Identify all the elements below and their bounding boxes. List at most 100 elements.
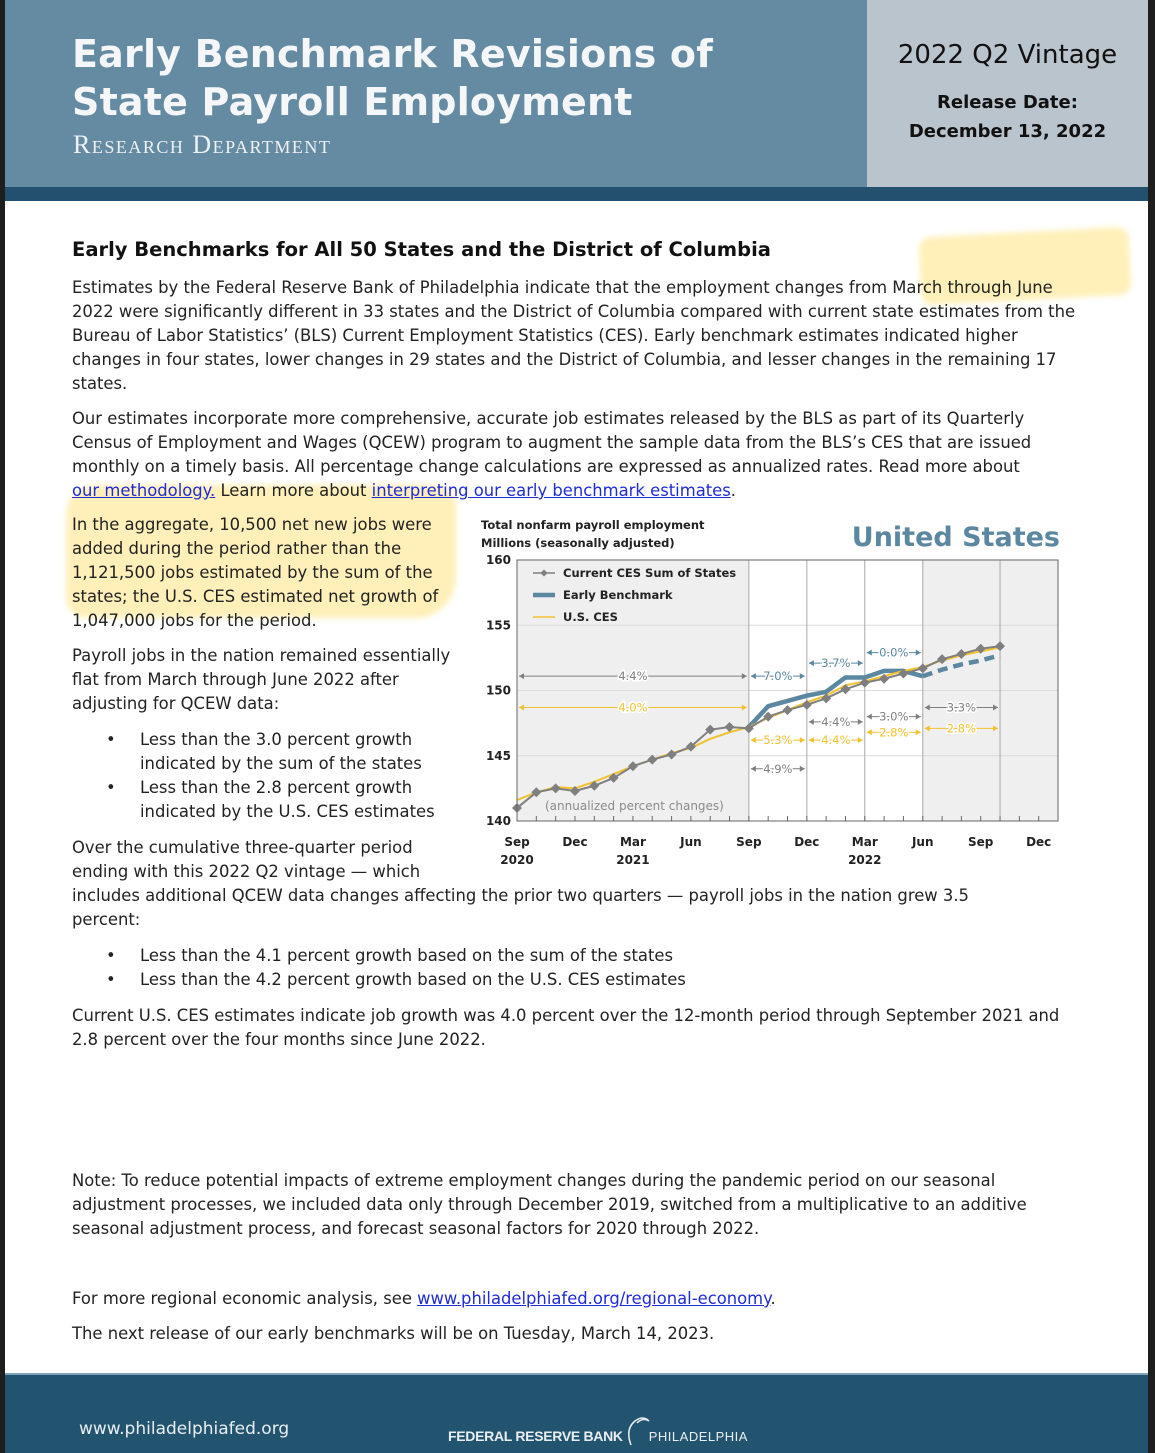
learn-more-text: Learn more about (215, 481, 372, 500)
footer: www.philadelphiafed.org FEDERAL RESERVE … (5, 1373, 1148, 1453)
period: . (770, 1289, 776, 1308)
sum-of-states-point (763, 711, 774, 722)
legend-label: Current CES Sum of States (563, 566, 736, 580)
x-tick-year: 2021 (616, 853, 649, 867)
bullet-item: Less than the 2.8 percent growth indicat… (72, 776, 472, 824)
x-tick-label: Sep (968, 835, 994, 849)
eagle-icon (627, 1417, 650, 1446)
sum-of-states-point (627, 761, 638, 772)
sum-of-states-point (724, 722, 735, 733)
y-tick-label: 160 (486, 553, 511, 567)
y-tick-label: 155 (486, 618, 511, 632)
sum-of-states-point (666, 749, 677, 760)
title-line-1: Early Benchmark Revisions of (72, 32, 713, 76)
annotation-label: 2.8% (879, 725, 908, 739)
methodology-paragraph: Our estimates incorporate more comprehen… (72, 407, 1052, 503)
cumulative-paragraph-end: includes additional QCEW data changes af… (72, 886, 969, 929)
annotation-label: 3.7% (821, 656, 850, 670)
sum-of-states-point (569, 785, 580, 796)
more-analysis-text: For more regional economic analysis, see (72, 1289, 418, 1308)
annotation-label: 2.8% (947, 721, 976, 735)
sum-of-states-point (937, 654, 948, 665)
section-heading: Early Benchmarks for All 50 States and t… (72, 238, 771, 261)
x-tick-label: Jun (679, 835, 702, 849)
sum-of-states-point (782, 705, 793, 716)
release-date: December 13, 2022 (908, 121, 1107, 142)
department-label: Research Department (73, 130, 332, 159)
vintage-label: 2022 Q2 Vintage (897, 40, 1118, 70)
next-release-text: The next release of our early benchmarks… (72, 1324, 715, 1343)
sum-of-states-point (821, 693, 832, 704)
flat-paragraph: Payroll jobs in the nation remained esse… (72, 646, 451, 713)
regional-economy-link[interactable]: www.philadelphiafed.org/regional-economy (417, 1289, 771, 1308)
sum-of-states-point (840, 684, 851, 695)
y-tick-label: 140 (486, 814, 511, 828)
interpreting-link[interactable]: interpreting our early benchmark estimat… (371, 481, 731, 500)
x-tick-label: Dec (1026, 835, 1051, 849)
sum-of-states-point (743, 723, 754, 734)
x-tick-label: Dec (562, 835, 587, 849)
ces-paragraph: Current U.S. CES estimates indicate job … (72, 1006, 1060, 1049)
sum-of-states-point (995, 641, 1006, 652)
legend-marker (540, 569, 548, 577)
x-tick-year: 2020 (500, 853, 533, 867)
annotation-label: 4.4% (821, 733, 850, 747)
sum-of-states-point (685, 741, 696, 752)
early-benchmark-dashed-line (922, 653, 1001, 679)
logo-text-bold: FEDERAL RESERVE BANK (448, 1428, 623, 1444)
sum-of-states-point (531, 787, 542, 798)
x-tick-label: Mar (620, 835, 646, 849)
sum-of-states-point (705, 724, 716, 735)
sum-of-states-point (801, 699, 812, 710)
bullet-list-quarter: Less than the 3.0 percent growth indicat… (72, 728, 472, 824)
x-tick-label: Sep (736, 835, 762, 849)
annotation-label: 3.3% (947, 700, 976, 714)
intro-paragraph: Estimates by the Federal Reserve Bank of… (72, 278, 1076, 393)
fed-logo: FEDERAL RESERVE BANK PHILADELPHIA (448, 1417, 748, 1447)
vintage-panel: 2022 Q2 Vintage Release Date: December 1… (867, 0, 1148, 187)
logo-text: PHILADELPHIA (648, 1428, 748, 1444)
release-date-label: Release Date: (937, 92, 1078, 113)
x-tick-label: Mar (852, 835, 878, 849)
y-tick-label: 150 (486, 684, 511, 698)
annotation-label: 4.4% (821, 715, 850, 729)
legend-label: U.S. CES (563, 610, 618, 624)
x-tick-label: Dec (794, 835, 819, 849)
annotation-label: 4.9% (763, 762, 792, 776)
legend-label: Early Benchmark (563, 588, 673, 602)
annotation-label: 5.3% (763, 733, 792, 747)
annotation-label: 0.0% (879, 646, 908, 660)
employment-chart: United States Total nonfarm payroll empl… (481, 518, 1060, 867)
sum-of-states-point (879, 673, 890, 684)
x-tick-year: 2022 (848, 853, 881, 867)
sum-of-states-point (550, 783, 561, 794)
bullet-item: Less than the 4.1 percent growth based o… (72, 944, 872, 968)
x-tick-label: Jun (911, 835, 934, 849)
report-title: Early Benchmark Revisions of State Payro… (72, 30, 713, 126)
bullet-item: Less than the 3.0 percent growth indicat… (72, 728, 472, 776)
title-line-2: State Payroll Employment (72, 80, 633, 124)
annotation-label: 4.4% (618, 669, 647, 683)
chart-title: United States (852, 522, 1060, 553)
note-paragraph: Note: To reduce potential impacts of ext… (72, 1171, 1027, 1238)
highlight-mark (66, 485, 456, 618)
annotation-label: 3.0% (879, 710, 908, 724)
early-benchmark-line (747, 668, 924, 729)
y-axis-label-1: Total nonfarm payroll employment (481, 518, 705, 532)
footer-url[interactable]: www.philadelphiafed.org (79, 1419, 290, 1439)
header-stripe (5, 187, 1148, 201)
annotation-label: 4.0% (618, 700, 647, 714)
sum-of-states-point (647, 754, 658, 765)
x-tick-label: Sep (504, 835, 530, 849)
sum-of-states-point (898, 668, 909, 679)
sum-of-states-point (608, 772, 619, 783)
sum-of-states-point (917, 663, 928, 674)
cumulative-paragraph-start: Over the cumulative three-quarter period… (72, 838, 421, 881)
sum-of-states-point (956, 648, 967, 659)
more-analysis-paragraph: For more regional economic analysis, see… (72, 1287, 1072, 1311)
methodology-link[interactable]: our methodology. (72, 481, 216, 500)
bullet-item: Less than the 4.2 percent growth based o… (72, 968, 872, 992)
chart-note: (annualized percent changes) (545, 799, 724, 813)
sum-of-states-point (975, 643, 986, 654)
header-banner (5, 0, 867, 187)
